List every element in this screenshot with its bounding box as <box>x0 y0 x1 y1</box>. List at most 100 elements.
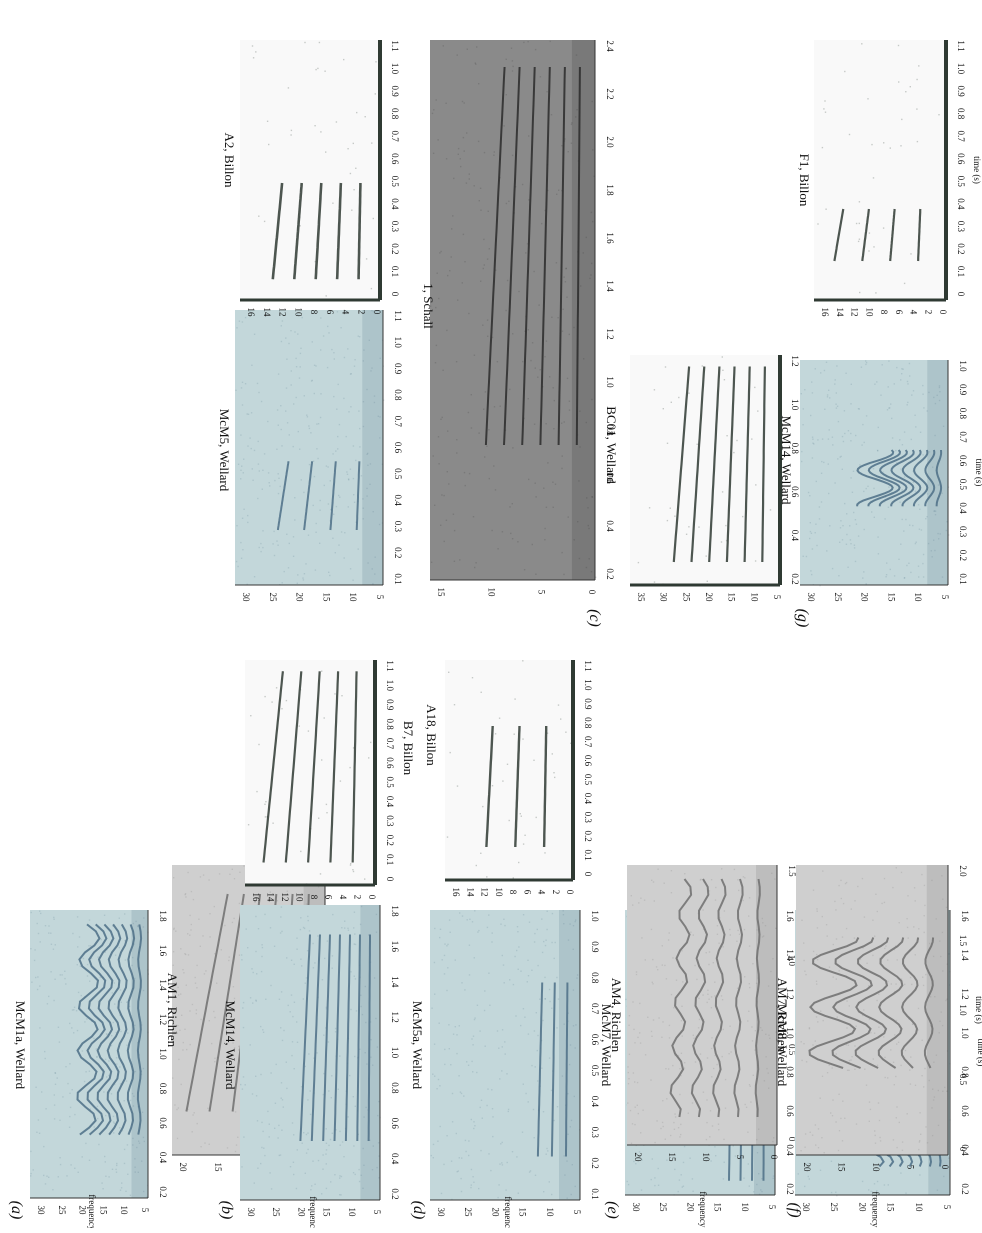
noise-speck <box>48 995 50 998</box>
time-tick-label: 0.9 <box>390 85 400 97</box>
noise-speck <box>857 885 859 888</box>
noise-speck <box>575 919 577 921</box>
noise-speck <box>472 1035 475 1037</box>
noise-speck <box>443 954 446 957</box>
noise-speck <box>119 989 122 991</box>
noise-speck <box>277 492 280 495</box>
noise-speck <box>844 1117 846 1119</box>
noise-speck <box>742 899 744 902</box>
noise-speck <box>927 542 930 545</box>
noise-speck <box>322 335 325 337</box>
noise-speck <box>333 395 335 398</box>
noise-speck <box>902 368 904 370</box>
noise-speck <box>868 1101 871 1103</box>
noise-speck <box>831 436 834 438</box>
noise-speck <box>561 330 564 332</box>
noise-speck <box>775 1031 777 1033</box>
noise-speck <box>53 918 55 920</box>
noise-speck <box>518 861 520 864</box>
harmonic-contour <box>271 182 284 280</box>
noise-speck <box>36 922 38 925</box>
noise-speck <box>948 1157 950 1159</box>
noise-speck <box>340 327 342 329</box>
noise-speck <box>817 439 819 441</box>
noise-speck <box>300 479 302 481</box>
noise-speck <box>808 1027 811 1029</box>
noise-speck <box>939 391 941 393</box>
noise-speck <box>240 434 242 436</box>
noise-speck <box>325 1153 327 1155</box>
noise-speck <box>692 1034 694 1036</box>
noise-speck <box>352 1096 354 1098</box>
noise-speck <box>804 1146 806 1148</box>
noise-speck <box>360 1174 362 1176</box>
noise-speck <box>310 432 312 434</box>
noise-speck <box>928 391 930 394</box>
noise-speck <box>456 785 459 787</box>
noise-speck <box>329 574 331 577</box>
noise-speck <box>715 1155 717 1157</box>
noise-speck <box>844 432 846 435</box>
time-tick-label: 0.6 <box>605 472 615 484</box>
noise-speck <box>892 1061 895 1063</box>
noise-speck <box>285 1061 287 1063</box>
noise-speck <box>439 1125 441 1128</box>
noise-speck <box>591 496 594 498</box>
noise-speck <box>303 927 306 930</box>
noise-speck <box>836 1016 838 1018</box>
noise-speck <box>120 1187 123 1189</box>
noise-speck <box>716 933 719 935</box>
noise-speck <box>123 1162 126 1165</box>
time-tick-label: 0.8 <box>390 108 400 120</box>
harmonic-contour <box>276 461 290 531</box>
noise-speck <box>142 926 145 928</box>
noise-speck <box>714 899 717 901</box>
noise-speck <box>946 963 948 965</box>
noise-speck <box>355 167 357 169</box>
noise-speck <box>96 1055 98 1058</box>
noise-speck <box>195 1012 197 1015</box>
noise-speck <box>590 211 593 214</box>
noise-speck <box>881 364 883 366</box>
noise-speck <box>70 1164 72 1166</box>
time-axis-label: time (s) <box>972 156 982 184</box>
noise-speck <box>264 695 266 698</box>
noise-speck <box>482 805 484 808</box>
harmonic-contour <box>521 66 536 446</box>
noise-speck <box>527 975 530 977</box>
noise-speck <box>378 1177 380 1179</box>
noise-speck <box>571 1164 573 1166</box>
noise-speck <box>500 1143 502 1145</box>
noise-speck <box>226 1147 229 1149</box>
noise-speck <box>434 927 436 930</box>
noise-speck <box>273 945 276 947</box>
noise-speck <box>370 370 372 372</box>
noise-speck <box>54 944 56 946</box>
noise-speck <box>450 1064 452 1066</box>
time-tick-label: 0.3 <box>583 812 593 824</box>
noise-speck <box>30 948 32 950</box>
noise-speck <box>830 1160 833 1162</box>
noise-speck <box>635 1152 637 1154</box>
noise-speck <box>379 357 381 359</box>
noise-speck <box>906 380 909 383</box>
noise-speck <box>863 490 865 493</box>
noise-speck <box>887 506 890 508</box>
noise-speck <box>303 395 305 397</box>
noise-speck <box>846 513 848 515</box>
noise-speck <box>644 959 646 961</box>
noise-speck <box>641 1159 643 1161</box>
noise-speck <box>848 1069 850 1071</box>
noise-speck <box>545 1153 547 1155</box>
noise-speck <box>736 940 738 942</box>
noise-speck <box>300 917 302 919</box>
noise-speck <box>900 543 902 545</box>
noise-speck <box>378 1100 380 1103</box>
noise-speck <box>362 1147 364 1150</box>
noise-speck <box>53 1104 56 1106</box>
noise-speck <box>479 187 482 189</box>
noise-speck <box>901 518 903 521</box>
noise-speck <box>561 1075 564 1077</box>
noise-speck <box>325 1149 328 1151</box>
noise-speck <box>661 1036 663 1038</box>
